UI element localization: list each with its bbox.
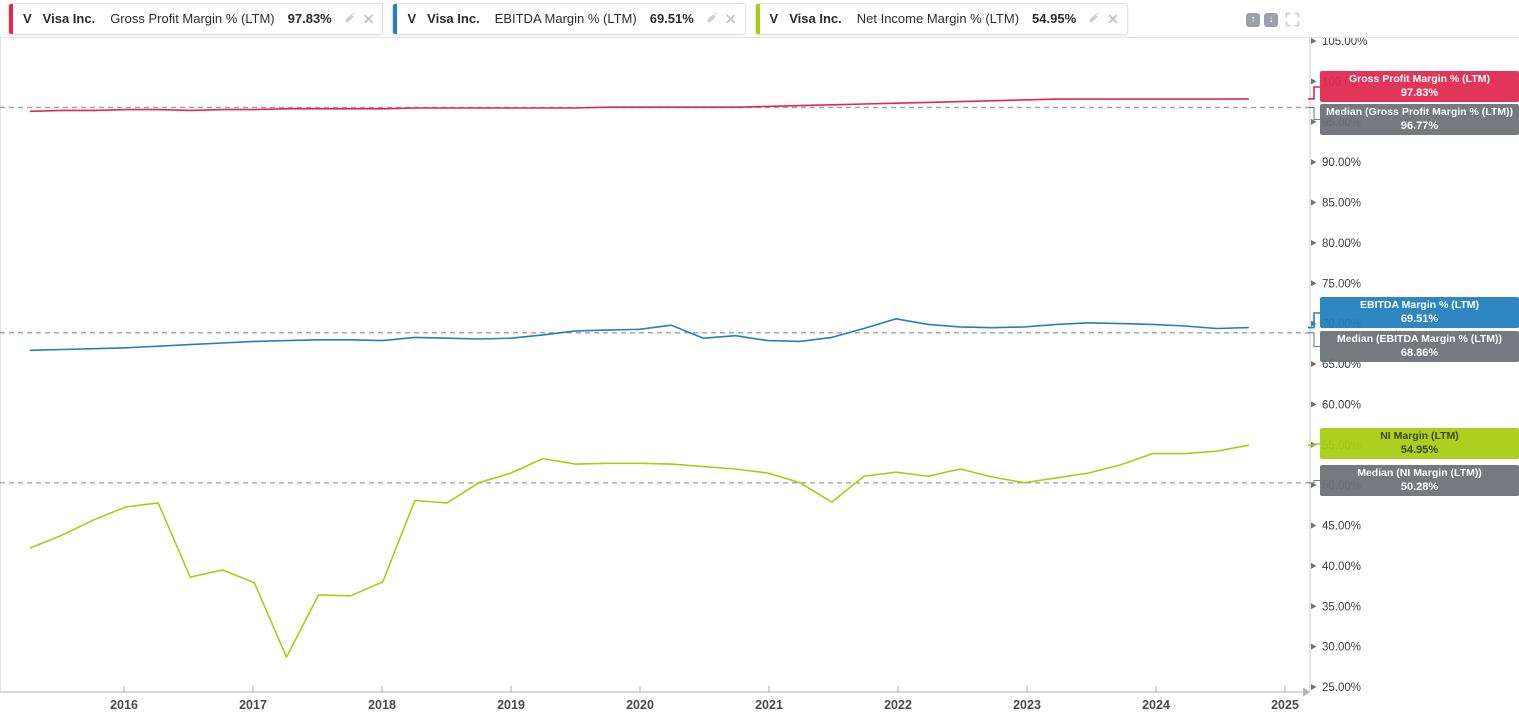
y-tick	[1311, 280, 1317, 287]
x-tick-label: 2018	[368, 698, 396, 712]
y-tick	[1311, 199, 1317, 206]
flag-connector-4	[1308, 443, 1320, 446]
y-tick	[1311, 562, 1317, 569]
format-brush-icon[interactable]	[1086, 11, 1100, 26]
company-name: Visa Inc.	[42, 11, 96, 26]
series-color-bar	[393, 3, 398, 34]
y-tick-label: 80.00%	[1322, 238, 1361, 250]
ticker-symbol: V	[769, 11, 779, 26]
x-tick-label: 2024	[1142, 698, 1170, 712]
flag-connector-1	[1308, 106, 1320, 121]
flag-connector-5	[1308, 479, 1320, 484]
x-tick-label: 2017	[239, 698, 267, 712]
ticker-symbol: V	[407, 11, 417, 26]
y-tick	[1311, 643, 1317, 650]
x-tick-label: 2016	[110, 698, 138, 712]
ticker-symbol: V	[23, 11, 32, 26]
series-flag-ebitda-margin[interactable]: EBITDA Margin % (LTM) 69.51%	[1320, 297, 1519, 328]
x-tick-label: 2021	[755, 698, 783, 712]
company-name: Visa Inc.	[427, 11, 480, 26]
chart-toolbar: ↑ ↓	[1246, 11, 1301, 28]
x-axis-arrow	[1303, 687, 1310, 697]
median-flag-value: 96.77%	[1400, 120, 1439, 132]
metric-name: Net Income Margin % (LTM)	[856, 11, 1020, 26]
median-flag-gross-profit-margin[interactable]: Median (Gross Profit Margin % (LTM)) 96.…	[1320, 104, 1519, 135]
median-flag-title: Median (EBITDA Margin % (LTM))	[1336, 333, 1503, 345]
format-brush-icon[interactable]	[704, 11, 718, 26]
median-flag-value: 50.28%	[1400, 481, 1439, 493]
move-up-button[interactable]: ↑	[1246, 12, 1260, 27]
flag-connector-2	[1308, 312, 1320, 329]
metric-value: 97.83%	[287, 11, 332, 26]
series-flag-title: Gross Profit Margin % (LTM)	[1349, 73, 1490, 85]
y-tick-label: 35.00%	[1322, 601, 1361, 613]
close-icon[interactable]: ✕	[1107, 10, 1119, 27]
x-tick-label: 2019	[497, 698, 525, 712]
series-flag-title: NI Margin (LTM)	[1380, 430, 1459, 442]
y-tick	[1311, 522, 1317, 529]
series-flag-value: 97.83%	[1400, 87, 1439, 99]
expand-icon[interactable]	[1284, 11, 1301, 28]
y-tick	[1311, 118, 1317, 125]
series-color-bar	[755, 3, 760, 34]
metric-name: Gross Profit Margin % (LTM)	[110, 11, 275, 26]
series-flag-title: EBITDA Margin % (LTM)	[1360, 299, 1479, 311]
median-flag-value: 68.86%	[1400, 347, 1439, 359]
series-flag-gross-profit-margin[interactable]: Gross Profit Margin % (LTM) 97.83%	[1320, 71, 1519, 102]
y-tick-label: 60.00%	[1322, 399, 1361, 411]
close-icon[interactable]: ✕	[362, 10, 375, 27]
x-tick-label: 2020	[626, 698, 654, 712]
series-line-2	[29, 444, 1250, 658]
y-tick-label: 45.00%	[1322, 521, 1361, 533]
y-tick	[1311, 684, 1317, 690]
y-tick-label: 25.00%	[1322, 682, 1361, 694]
flag-connector-0	[1308, 86, 1320, 100]
median-flag-ebitda-margin[interactable]: Median (EBITDA Margin % (LTM)) 68.86%	[1320, 331, 1519, 362]
y-tick	[1311, 38, 1317, 44]
metric-value: 54.95%	[1032, 11, 1077, 26]
series-flag-ni-margin[interactable]: NI Margin (LTM) 54.95%	[1320, 428, 1519, 459]
y-tick-label: 65.00%	[1322, 359, 1361, 371]
y-tick-label: 90.00%	[1322, 157, 1361, 169]
y-tick	[1311, 239, 1317, 246]
x-tick-label: 2025	[1271, 698, 1299, 712]
median-flag-title: Median (Gross Profit Margin % (LTM))	[1325, 106, 1514, 118]
y-tick-label: 75.00%	[1322, 278, 1361, 290]
y-tick	[1311, 401, 1317, 408]
y-tick	[1311, 159, 1317, 166]
y-tick	[1311, 603, 1317, 610]
format-brush-icon[interactable]	[342, 11, 356, 26]
y-tick-label: 85.00%	[1322, 198, 1361, 210]
y-tick	[1311, 78, 1317, 85]
close-icon[interactable]: ✕	[724, 10, 737, 27]
x-tick-label: 2022	[884, 698, 912, 712]
company-name: Visa Inc.	[789, 11, 842, 26]
series-color-bar	[9, 3, 13, 34]
metric-value: 69.51%	[649, 11, 694, 26]
y-tick-label: 40.00%	[1322, 561, 1361, 573]
flag-connector-3	[1308, 332, 1320, 348]
series-line-0	[29, 98, 1249, 113]
median-flag-ni-margin[interactable]: Median (NI Margin (LTM)) 50.28%	[1320, 465, 1519, 496]
legend-pill-net-income-margin[interactable]: V Visa Inc. Net Income Margin % (LTM) 54…	[754, 2, 1128, 35]
legend-pill-gross-profit-margin[interactable]: V Visa Inc. Gross Profit Margin % (LTM) …	[8, 2, 384, 35]
x-tick-label: 2023	[1013, 698, 1041, 712]
y-tick-label: 105.00%	[1322, 36, 1367, 48]
y-tick	[1311, 482, 1317, 489]
move-down-button[interactable]: ↓	[1264, 12, 1278, 27]
legend-pill-ebitda-margin[interactable]: V Visa Inc. EBITDA Margin % (LTM) 69.51%…	[392, 2, 746, 35]
y-tick-label: 30.00%	[1322, 642, 1361, 654]
series-flag-value: 54.95%	[1400, 444, 1439, 456]
median-flag-title: Median (NI Margin (LTM))	[1357, 467, 1482, 479]
metric-name: EBITDA Margin % (LTM)	[494, 11, 637, 26]
y-tick	[1311, 361, 1317, 367]
series-line-1	[29, 317, 1249, 352]
series-flag-value: 69.51%	[1400, 313, 1439, 325]
